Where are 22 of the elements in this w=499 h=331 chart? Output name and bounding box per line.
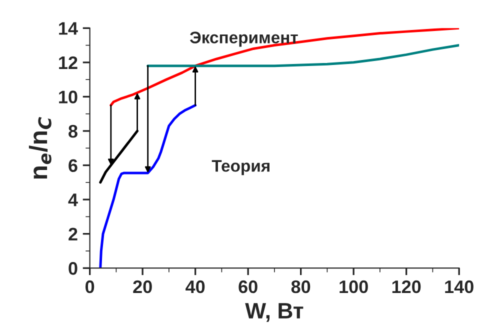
- line-series: [110, 28, 460, 107]
- y-tick-label: 4: [68, 194, 78, 206]
- y-tick-label: 0: [68, 262, 78, 275]
- x-axis-title: W, Вт: [245, 303, 304, 322]
- x-tick-label: 120: [392, 280, 421, 294]
- line-series: [99, 104, 197, 268]
- x-tick-label: 100: [340, 280, 368, 294]
- x-tick-label: 80: [291, 280, 310, 294]
- annotation: Теория: [212, 160, 270, 176]
- x-tick-label: 0: [86, 280, 94, 294]
- y-tick-label: 8: [68, 124, 78, 138]
- y-tick-label: 14: [59, 22, 78, 35]
- y-axis-title: n$_{e}$/n$_{C}$: [28, 117, 52, 179]
- annotation: Эксперимент: [190, 32, 298, 47]
- y-tick-label: 6: [68, 159, 78, 172]
- x-tick-label: 60: [238, 280, 258, 294]
- x-tick-label: 40: [186, 280, 205, 294]
- x-tick-label: 20: [133, 280, 152, 294]
- y-tick-label: 2: [68, 228, 78, 240]
- x-tick-label: 140: [445, 280, 474, 294]
- y-tick-label: 12: [59, 56, 78, 69]
- y-tick-label: 10: [59, 90, 78, 104]
